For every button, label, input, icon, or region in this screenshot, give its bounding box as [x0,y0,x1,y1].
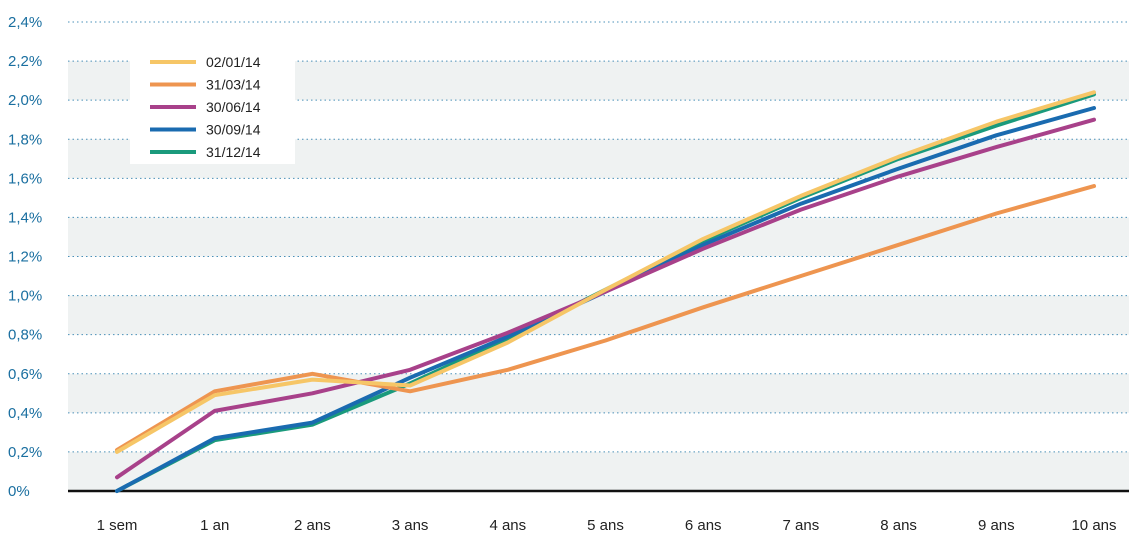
x-axis-ticks: 1 sem 1 an 2 ans 3 ans 4 ans 5 ans 6 ans 7 ans 8… [97,517,1117,534]
series-lines [115,90,1096,493]
y-tick-label: 2,4% [8,14,42,31]
x-tick-label: 4 ans [489,517,526,534]
y-tick-label: 2,2% [8,53,42,70]
y-tick-label: 1,4% [8,209,42,226]
legend-label: 31/03/14 [206,77,261,93]
x-tick-label: 5 ans [587,517,624,534]
y-tick-label: 0,2% [8,444,42,461]
grid-band [68,295,1129,335]
y-tick-label: 2,0% [8,92,42,109]
x-tick-label: 6 ans [685,517,722,534]
legend-label: 30/09/14 [206,122,261,138]
grid-band [68,451,1129,491]
x-tick-label: 9 ans [978,517,1015,534]
x-tick-label: 8 ans [880,517,917,534]
y-tick-label: 1,6% [8,170,42,187]
legend-label: 31/12/14 [206,144,261,160]
y-tick-label: 0,6% [8,366,42,383]
y-tick-label: 0,8% [8,327,42,344]
y-tick-label: 0% [8,483,30,500]
x-tick-label: 1 sem [97,517,138,534]
y-tick-label: 1,0% [8,288,42,305]
y-tick-label: 1,2% [8,249,42,266]
legend-label: 02/01/14 [206,54,261,70]
series-line [115,90,1096,454]
x-tick-label: 7 ans [783,517,820,534]
series-line [115,184,1096,452]
y-tick-label: 0,4% [8,405,42,422]
x-tick-label: 3 ans [392,517,429,534]
legend-label: 30/06/14 [206,99,261,115]
legend: 02/01/14 31/03/14 30/06/14 30/09/14 31/12/14 [130,42,295,164]
y-tick-label: 1,8% [8,131,42,148]
y-axis-ticks: 0% 0,2% 0,4% 0,6% 0,8% 1,0% 1,2% 1,4% 1,6% 1,8% 2,… [8,14,42,500]
x-tick-label: 1 an [200,517,229,534]
x-tick-label: 2 ans [294,517,331,534]
x-tick-label: 10 ans [1071,517,1116,534]
grid-band [68,217,1129,257]
